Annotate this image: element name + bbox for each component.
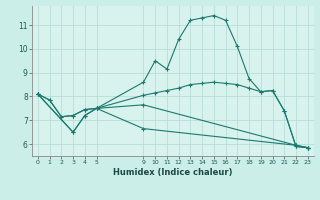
X-axis label: Humidex (Indice chaleur): Humidex (Indice chaleur) <box>113 168 233 177</box>
